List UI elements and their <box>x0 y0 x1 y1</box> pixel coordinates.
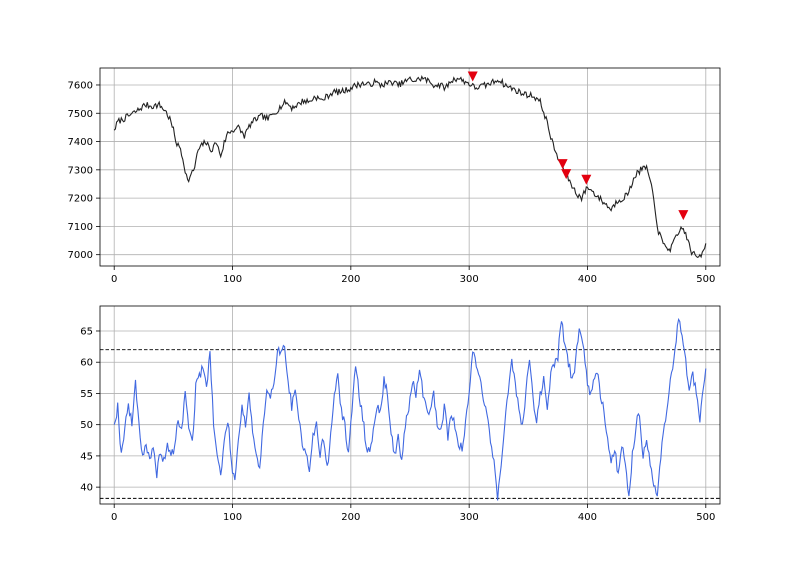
price-series-line <box>113 74 707 259</box>
indicator-xtick-label: 200 <box>341 512 360 523</box>
price-ytick-label: 7600 <box>68 80 93 91</box>
indicator-xtick-label: 400 <box>578 512 597 523</box>
price-ytick-label: 7200 <box>68 194 93 205</box>
indicator-ytick-label: 45 <box>80 451 93 462</box>
sell-signal-marker <box>581 174 592 185</box>
indicator-ytick-label: 50 <box>80 420 93 431</box>
price-xtick-label: 500 <box>696 274 715 285</box>
price-xtick-label: 0 <box>111 274 117 285</box>
indicator-ytick-label: 40 <box>80 483 93 494</box>
price-xtick-label: 400 <box>578 274 597 285</box>
indicator-axis-ticks: 0 100 200 300 400 500 40 45 50 55 60 65 <box>80 326 715 523</box>
sell-signal-markers <box>467 71 689 221</box>
sell-signal-marker <box>678 210 689 221</box>
indicator-xtick-label: 100 <box>223 512 242 523</box>
price-ytick-label: 7400 <box>68 137 93 148</box>
indicator-gridlines <box>100 306 720 504</box>
price-axis-ticks: 0 100 200 300 400 500 7000 7100 7200 7300 7400 7500… <box>68 80 716 285</box>
sell-signal-marker <box>557 159 568 170</box>
indicator-threshold-lines <box>100 349 720 499</box>
price-ytick-label: 7300 <box>68 165 93 176</box>
price-axes-frame <box>99 67 721 267</box>
price-xtick-label: 100 <box>223 274 242 285</box>
price-ytick-label: 7000 <box>68 250 93 261</box>
indicator-axes-frame <box>99 305 721 505</box>
sell-signal-marker <box>467 71 478 82</box>
indicator-xtick-label: 300 <box>460 512 479 523</box>
indicator-ytick-label: 55 <box>80 389 93 400</box>
indicator-xtick-label: 500 <box>696 512 715 523</box>
sell-signal-marker <box>561 169 572 180</box>
price-xtick-label: 200 <box>341 274 360 285</box>
indicator-ytick-label: 60 <box>80 358 93 369</box>
indicator-ytick-label: 65 <box>80 326 93 337</box>
indicator-xtick-label: 0 <box>111 512 117 523</box>
price-ytick-label: 7500 <box>68 109 93 120</box>
indicator-series-line <box>113 317 707 501</box>
indicator-chart-axes: 0 100 200 300 400 500 40 45 50 55 60 65 <box>80 305 721 523</box>
price-chart-axes: 0 100 200 300 400 500 7000 7100 7200 7300 7400 7500… <box>68 67 721 285</box>
price-ytick-label: 7100 <box>68 222 93 233</box>
price-xtick-label: 300 <box>460 274 479 285</box>
